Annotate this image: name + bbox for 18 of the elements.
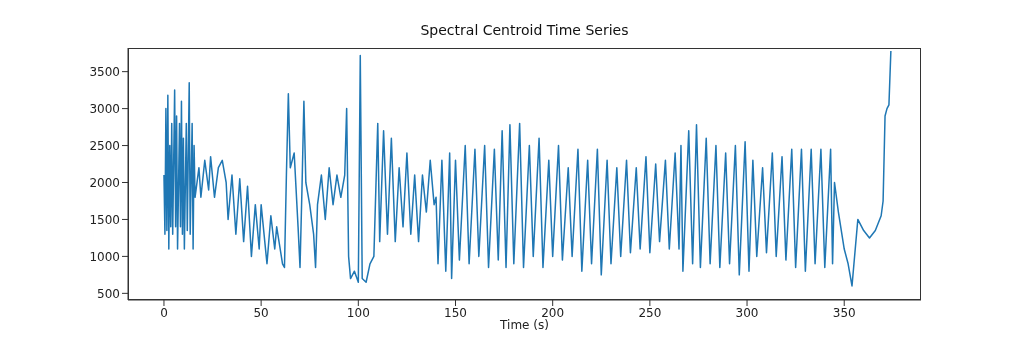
x-tick-label: 150 bbox=[444, 305, 467, 320]
y-tick-label: 1000 bbox=[89, 249, 120, 264]
x-tick-label: 350 bbox=[832, 305, 856, 320]
y-tick-label: 3000 bbox=[89, 101, 120, 116]
y-tick-label: 1500 bbox=[89, 212, 120, 227]
y-tick-label: 3500 bbox=[89, 64, 120, 79]
x-tick-label: 300 bbox=[735, 305, 759, 320]
line-series bbox=[163, 50, 892, 287]
x-axis-title: Time (s) bbox=[499, 318, 549, 332]
y-tick-label: 500 bbox=[97, 286, 120, 301]
x-tick-label: 50 bbox=[253, 305, 269, 320]
x-tick-label: 100 bbox=[346, 305, 370, 320]
y-tick-label: 2500 bbox=[89, 138, 120, 153]
x-tick-label: 250 bbox=[638, 305, 662, 320]
x-tick-label: 200 bbox=[541, 305, 565, 320]
y-tick-label: 2000 bbox=[89, 175, 120, 190]
x-tick-label: 0 bbox=[160, 305, 168, 320]
chart-title: Spectral Centroid Time Series bbox=[419, 22, 630, 38]
